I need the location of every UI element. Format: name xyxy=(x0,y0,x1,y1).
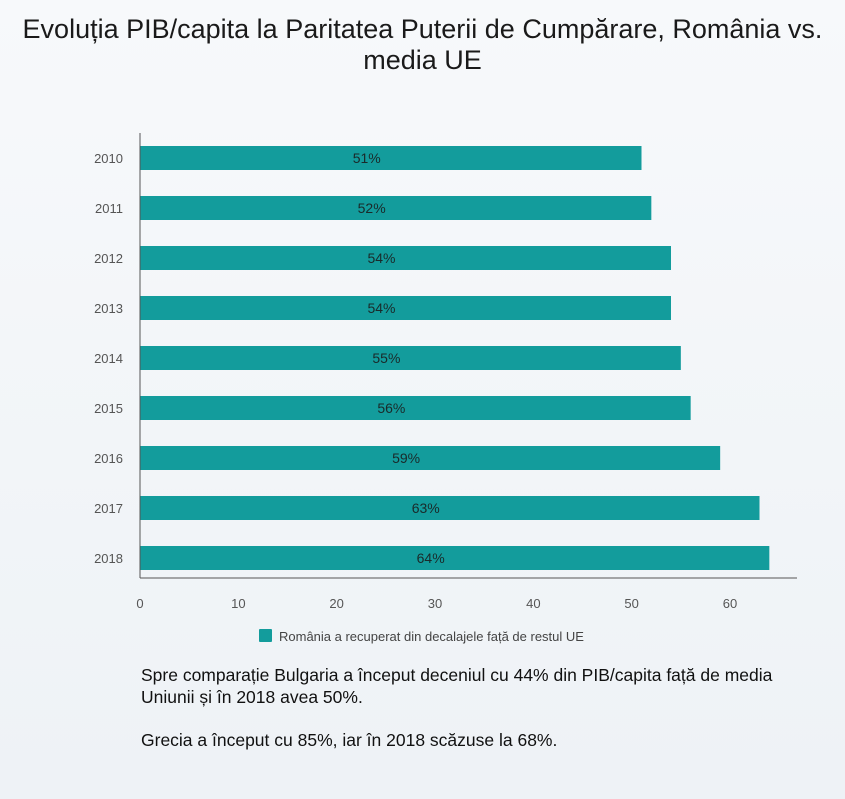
data-label-2018: 64% xyxy=(417,550,445,566)
bar-chart: 51%201052%201154%201254%201355%201456%20… xyxy=(94,133,797,644)
chart-title: Evoluția PIB/capita la Paritatea Puterii… xyxy=(22,14,823,75)
legend-label: România a recuperat din decalajele față … xyxy=(279,629,584,644)
bar-2010 xyxy=(140,146,642,170)
bar-2014 xyxy=(140,346,681,370)
data-label-2011: 52% xyxy=(358,200,386,216)
y-tick-label-2016: 2016 xyxy=(94,451,123,466)
x-tick-label-40: 40 xyxy=(526,596,540,611)
x-tick-label-0: 0 xyxy=(136,596,143,611)
data-label-2010: 51% xyxy=(353,150,381,166)
bar-2016 xyxy=(140,446,721,470)
bar-2012 xyxy=(140,246,671,270)
bar-2013 xyxy=(140,296,671,320)
y-tick-label-2017: 2017 xyxy=(94,501,123,516)
data-label-2017: 63% xyxy=(412,500,440,516)
y-tick-label-2015: 2015 xyxy=(94,401,123,416)
y-tick-label-2012: 2012 xyxy=(94,251,123,266)
legend-swatch xyxy=(259,629,272,642)
y-tick-label-2011: 2011 xyxy=(95,201,123,216)
y-tick-label-2013: 2013 xyxy=(94,301,123,316)
bar-2018 xyxy=(140,546,770,570)
y-tick-label-2018: 2018 xyxy=(94,551,123,566)
y-tick-label-2010: 2010 xyxy=(94,151,123,166)
note-greece: Grecia a început cu 85%, iar în 2018 scă… xyxy=(141,730,558,750)
x-tick-label-50: 50 xyxy=(624,596,638,611)
data-label-2012: 54% xyxy=(367,250,395,266)
bar-2011 xyxy=(140,196,652,220)
data-label-2014: 55% xyxy=(372,350,400,366)
data-label-2013: 54% xyxy=(367,300,395,316)
bar-2015 xyxy=(140,396,691,420)
y-tick-label-2014: 2014 xyxy=(94,351,123,366)
data-label-2016: 59% xyxy=(392,450,420,466)
data-label-2015: 56% xyxy=(377,400,405,416)
x-tick-label-20: 20 xyxy=(329,596,343,611)
x-tick-label-10: 10 xyxy=(231,596,245,611)
x-tick-label-30: 30 xyxy=(428,596,442,611)
bar-2017 xyxy=(140,496,760,520)
x-tick-label-60: 60 xyxy=(723,596,737,611)
note-bulgaria: Spre comparație Bulgaria a început decen… xyxy=(141,665,773,707)
